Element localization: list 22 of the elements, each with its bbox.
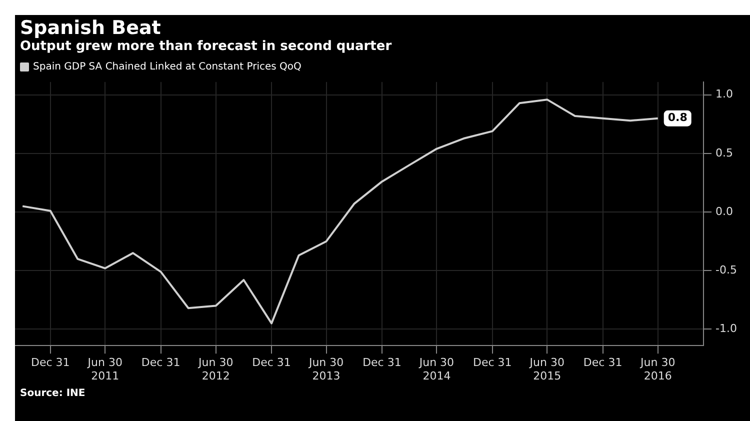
legend-label: Spain GDP SA Chained Linked at Constant Prices QoQ — [33, 62, 302, 73]
x-tick-label: Dec 31 — [583, 356, 622, 370]
y-tick-label: 0.5 — [716, 146, 734, 160]
x-tick-label: Dec 31 — [362, 356, 402, 370]
x-tick-label: Dec 31 — [31, 356, 70, 370]
x-tick-label: Jun 30 2015 — [528, 356, 564, 382]
y-tick-label: -1.0 — [716, 322, 738, 336]
chart-subtitle: Output grew more than forecast in second quarter — [19, 39, 393, 56]
x-tick-label: Jun 30 2014 — [418, 356, 454, 382]
x-tick-label: Dec 31 — [472, 356, 512, 370]
x-tick-label: Dec 31 — [252, 356, 291, 370]
y-tick-label: 0.0 — [716, 204, 734, 218]
x-tick-label: Jun 30 2012 — [198, 356, 234, 382]
x-tick-label: Dec 31 — [141, 356, 180, 370]
y-tick-label: -0.5 — [716, 263, 738, 276]
x-tick-label: Jun 30 2016 — [640, 356, 676, 382]
x-tick-label: Jun 30 2011 — [86, 356, 122, 382]
x-tick-label: Jun 30 2013 — [308, 356, 344, 382]
data-label: 0.8 — [668, 111, 688, 124]
chart-title: Spanish Beat — [19, 16, 162, 39]
y-tick-label: 1.0 — [716, 88, 734, 101]
source-note: Source: INE — [19, 387, 86, 399]
